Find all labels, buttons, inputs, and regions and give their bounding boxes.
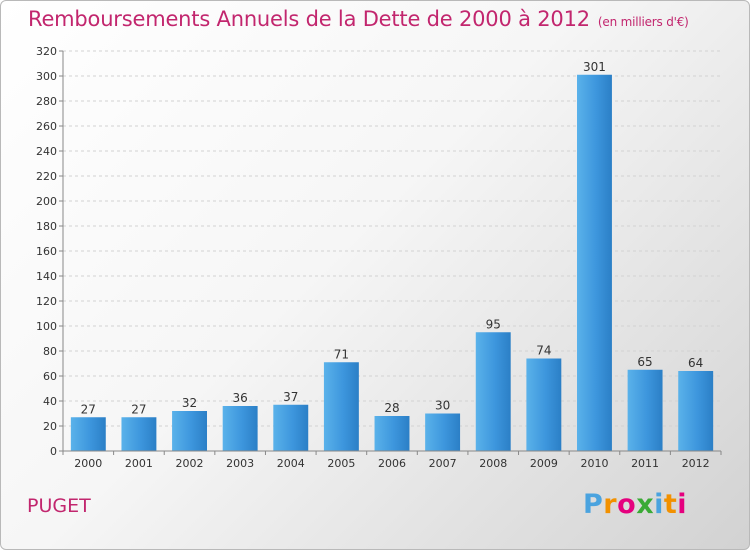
x-tick-label: 2007 — [429, 457, 457, 470]
bar-value-label: 30 — [435, 399, 450, 413]
chart-subtitle: (en milliers d'€) — [597, 15, 689, 29]
logo-letter: x — [636, 489, 655, 520]
y-tick-label: 300 — [36, 70, 57, 83]
y-axis: 0 20 40 60 80 100 120 140 160 180 200 220 240 260 280 3… — [36, 45, 64, 458]
bar-value-label: 27 — [131, 402, 146, 416]
y-tick-label: 80 — [43, 345, 57, 358]
bar — [70, 417, 106, 451]
y-tick-label: 60 — [43, 370, 57, 383]
y-tick-label: 260 — [36, 120, 57, 133]
bar-value-label: 64 — [688, 356, 703, 370]
bar-value-label: 28 — [384, 401, 399, 415]
chart-title: Remboursements Annuels de la Dette de 20… — [28, 7, 689, 31]
y-tick-label: 100 — [36, 320, 57, 333]
y-tick-label: 40 — [43, 395, 57, 408]
bar — [172, 411, 208, 451]
logo-letter: P — [583, 489, 604, 520]
y-tick-label: 20 — [43, 420, 57, 433]
bar — [121, 417, 157, 451]
bar — [678, 371, 714, 451]
x-tick-label: 2002 — [176, 457, 204, 470]
proxiti-logo: Proxiti — [583, 489, 687, 520]
bar-value-label: 27 — [81, 402, 96, 416]
bar-value-label: 71 — [334, 347, 349, 361]
logo-letter: i — [654, 489, 664, 520]
x-tick-label: 2006 — [378, 457, 406, 470]
bar — [323, 362, 359, 451]
bar — [273, 404, 309, 451]
bar — [374, 416, 410, 451]
logo-letter: r — [603, 489, 618, 520]
x-tick-label: 2003 — [226, 457, 254, 470]
bar-value-label: 36 — [233, 391, 248, 405]
bar-series: 27 27 32 36 37 71 28 30 95 74 301 65 64 — [70, 60, 714, 451]
bar — [475, 332, 511, 451]
bar — [222, 406, 258, 451]
x-axis: 2000 2001 2002 2003 2004 2005 2006 2007 2008 2009… — [62, 450, 722, 470]
logo-letter: i — [677, 489, 688, 520]
x-tick-label: 2005 — [327, 457, 355, 470]
y-tick-label: 200 — [36, 195, 57, 208]
y-tick-label: 180 — [36, 220, 57, 233]
bar — [627, 369, 663, 451]
bar — [526, 358, 562, 451]
logo-letter: t — [663, 489, 678, 520]
y-tick-label: 220 — [36, 170, 57, 183]
x-tick-label: 2008 — [479, 457, 507, 470]
bar-value-label: 301 — [583, 60, 606, 74]
y-tick-label: 140 — [36, 270, 57, 283]
x-tick-label: 2011 — [631, 457, 659, 470]
x-tick-label: 2000 — [74, 457, 102, 470]
x-tick-label: 2004 — [277, 457, 305, 470]
logo-letter: o — [617, 489, 637, 520]
x-tick-label: 2009 — [530, 457, 558, 470]
bar-value-label: 37 — [283, 390, 298, 404]
grid-lines — [63, 50, 721, 452]
bar-value-label: 32 — [182, 396, 197, 410]
x-tick-label: 2010 — [580, 457, 608, 470]
bar-value-label: 74 — [536, 344, 551, 358]
y-tick-label: 280 — [36, 95, 57, 108]
bar — [425, 413, 461, 451]
chart-title-text: Remboursements Annuels de la Dette de 20… — [28, 7, 590, 31]
place-name: PUGET — [27, 495, 91, 517]
bar — [576, 74, 612, 451]
x-tick-label: 2012 — [682, 457, 710, 470]
bar-value-label: 65 — [637, 355, 652, 369]
y-tick-label: 320 — [36, 45, 57, 58]
x-tick-label: 2001 — [125, 457, 153, 470]
y-tick-label: 120 — [36, 295, 57, 308]
y-tick-label: 0 — [50, 445, 57, 458]
y-tick-label: 240 — [36, 145, 57, 158]
bar-value-label: 95 — [486, 317, 501, 331]
y-tick-label: 160 — [36, 245, 57, 258]
